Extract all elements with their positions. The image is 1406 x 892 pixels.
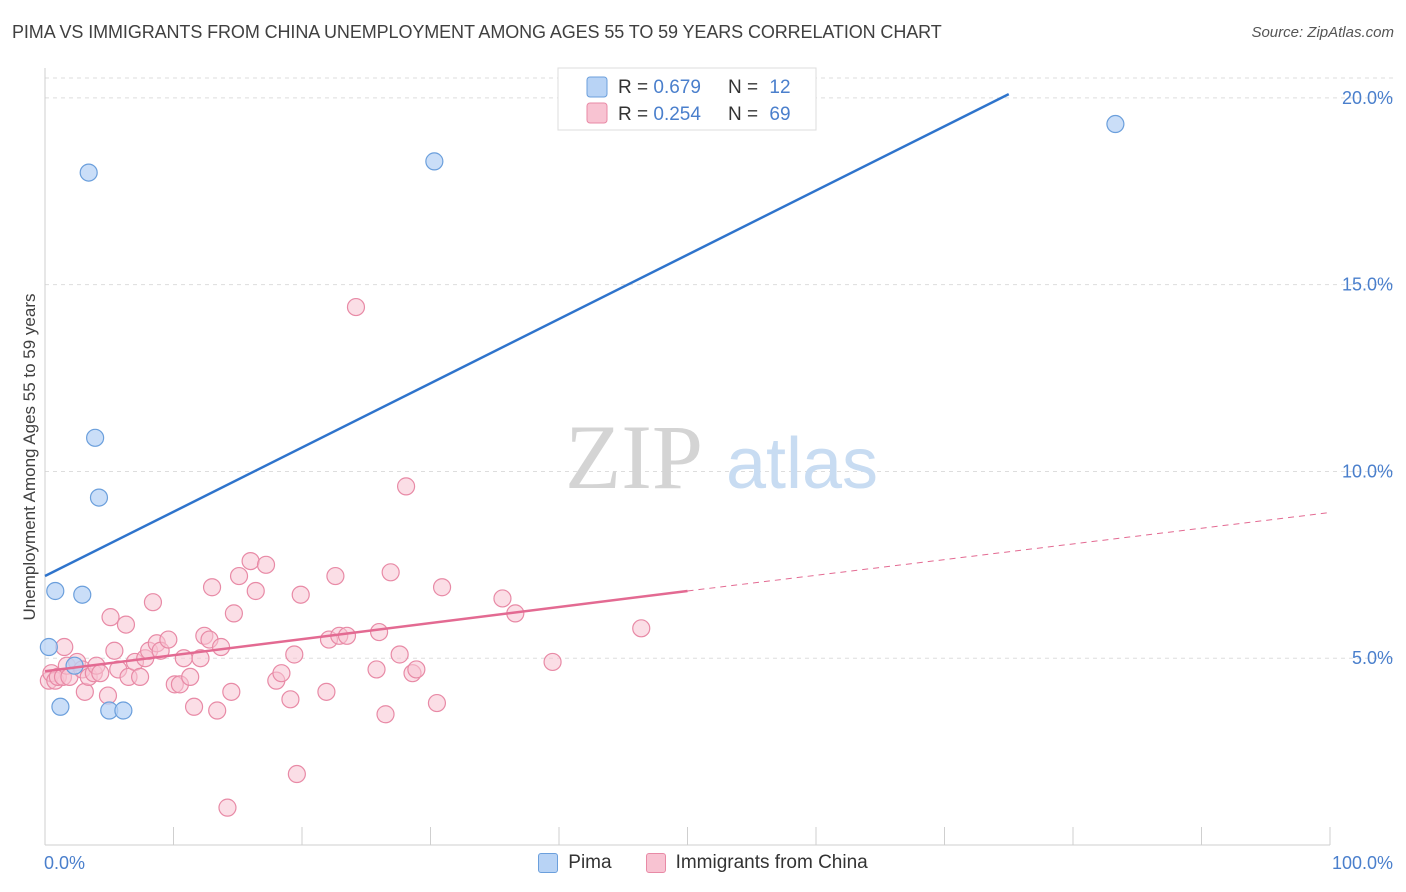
china-trend-extension	[687, 512, 1331, 592]
china-point	[202, 578, 222, 597]
pima-series-points	[39, 114, 1125, 720]
svg-text:N = 12: N = 12	[728, 77, 791, 98]
china-point	[272, 664, 291, 683]
china-point	[632, 619, 651, 638]
china-point	[367, 660, 386, 679]
china-point	[184, 697, 204, 716]
china-point	[281, 690, 300, 709]
source-label: Source: ZipAtlas.com	[1251, 24, 1394, 41]
china-point	[346, 297, 366, 317]
y-tick-labels: 5.0% 10.0% 15.0% 20.0%	[1342, 88, 1393, 668]
pima-point	[425, 152, 444, 171]
china-point	[326, 566, 345, 586]
pima-point	[46, 581, 65, 601]
gridlines	[45, 77, 1395, 659]
china-point	[370, 622, 389, 642]
china-point	[287, 764, 306, 784]
x-tick-label: 100.0%	[1332, 853, 1393, 873]
x-tick-labels: 0.0% 100.0%	[44, 853, 1393, 873]
china-point	[337, 626, 357, 645]
china-point	[381, 563, 400, 582]
china-point	[376, 705, 395, 724]
watermark-zip: ZIP	[565, 406, 703, 508]
pima-point	[73, 585, 92, 604]
trend-lines	[44, 93, 1331, 673]
china-point	[211, 637, 231, 657]
pima-point	[114, 701, 133, 720]
china-point	[493, 589, 512, 608]
watermark: ZIP atlas	[565, 406, 878, 508]
pima-swatch	[538, 853, 559, 873]
china-point	[191, 649, 210, 668]
china-point	[55, 637, 74, 657]
y-tick-label: 5.0%	[1352, 648, 1393, 668]
china-point	[181, 667, 200, 686]
pima-point	[51, 697, 70, 716]
legend-pima-n-label: N =	[728, 77, 763, 98]
pima-point	[39, 637, 58, 657]
china-point	[543, 652, 562, 672]
china-point	[101, 608, 120, 627]
svg-text:N = 69: N = 69	[728, 104, 791, 125]
legend-china-n-value: 69	[769, 104, 790, 125]
china-point	[159, 630, 178, 649]
pima-point	[1106, 114, 1125, 134]
legend-box: R = 0.679 N = 12 R = 0.254 N = 69	[557, 67, 817, 131]
x-axis-ticks	[44, 827, 1331, 845]
watermark-atlas: atlas	[726, 424, 878, 504]
china-point	[396, 477, 416, 496]
x-tick-label: 0.0%	[44, 853, 85, 873]
pima-legend-label: Pima	[568, 852, 612, 873]
china-point	[208, 701, 227, 720]
china-swatch	[645, 853, 666, 873]
pima-trend-line	[44, 93, 1010, 578]
china-point	[256, 555, 276, 574]
china-point	[222, 682, 241, 701]
legend-china-swatch	[586, 102, 608, 124]
china-point	[218, 798, 237, 817]
china-point	[143, 593, 163, 612]
china-trend-line	[44, 589, 688, 673]
legend-china-r-label: R =	[618, 104, 653, 125]
pima-point	[89, 488, 109, 507]
y-tick-label: 15.0%	[1342, 275, 1393, 295]
y-tick-label: 20.0%	[1342, 88, 1393, 108]
china-series-points	[39, 297, 651, 817]
china-point	[229, 566, 249, 586]
china-point	[75, 682, 94, 701]
y-axis-label: Unemployment Among Ages 55 to 59 years	[20, 294, 39, 621]
china-point	[407, 660, 426, 679]
china-point	[116, 615, 136, 634]
pima-point	[86, 428, 105, 447]
china-point	[246, 581, 265, 601]
svg-text:R = 0.254: R = 0.254	[618, 104, 701, 125]
y-tick-label: 10.0%	[1342, 461, 1393, 481]
china-point	[317, 682, 336, 701]
china-point	[91, 664, 110, 683]
china-point	[130, 667, 150, 686]
bottom-legend-china[interactable]: Immigrants from China	[645, 852, 868, 874]
china-point	[427, 693, 447, 713]
bottom-legend: Pima Immigrants from China	[0, 852, 1406, 874]
legend-china-r-value: 0.254	[653, 104, 701, 125]
bottom-legend-pima[interactable]: Pima	[538, 852, 612, 874]
china-point	[432, 578, 452, 597]
china-point	[105, 641, 124, 660]
svg-text:R = 0.679: R = 0.679	[618, 77, 701, 98]
china-point	[224, 604, 243, 623]
legend-pima-r-label: R =	[618, 77, 653, 98]
legend-china-n-label: N =	[728, 104, 763, 125]
china-point	[241, 551, 260, 571]
china-point	[291, 585, 310, 604]
pima-point	[79, 163, 98, 182]
china-legend-label: Immigrants from China	[675, 852, 868, 873]
legend-pima-n-value: 12	[769, 77, 790, 98]
china-point	[285, 645, 304, 664]
chart-title: PIMA VS IMMIGRANTS FROM CHINA UNEMPLOYME…	[12, 22, 942, 42]
legend-pima-swatch	[586, 76, 608, 98]
china-point	[390, 645, 409, 664]
legend-pima-r-value: 0.679	[653, 77, 701, 98]
